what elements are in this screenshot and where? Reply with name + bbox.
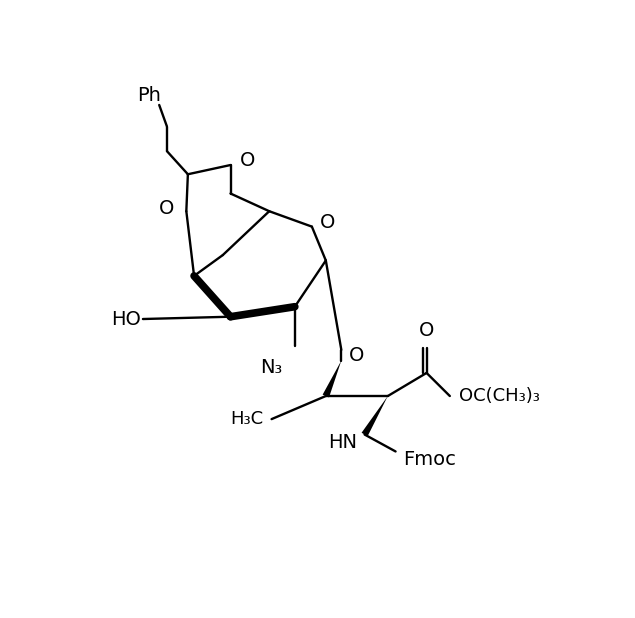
Text: Fmoc: Fmoc bbox=[403, 450, 456, 468]
Text: HN: HN bbox=[328, 433, 357, 452]
Text: O: O bbox=[419, 321, 434, 340]
Text: HO: HO bbox=[112, 310, 142, 329]
Text: O: O bbox=[159, 198, 175, 218]
Text: OC(CH₃)₃: OC(CH₃)₃ bbox=[459, 387, 540, 405]
Text: O: O bbox=[319, 213, 335, 232]
Polygon shape bbox=[361, 396, 388, 436]
Text: Ph: Ph bbox=[138, 87, 161, 105]
Text: O: O bbox=[349, 345, 364, 365]
Text: N₃: N₃ bbox=[260, 358, 283, 376]
Text: H₃C: H₃C bbox=[231, 410, 264, 428]
Polygon shape bbox=[323, 360, 342, 397]
Text: O: O bbox=[240, 151, 255, 170]
